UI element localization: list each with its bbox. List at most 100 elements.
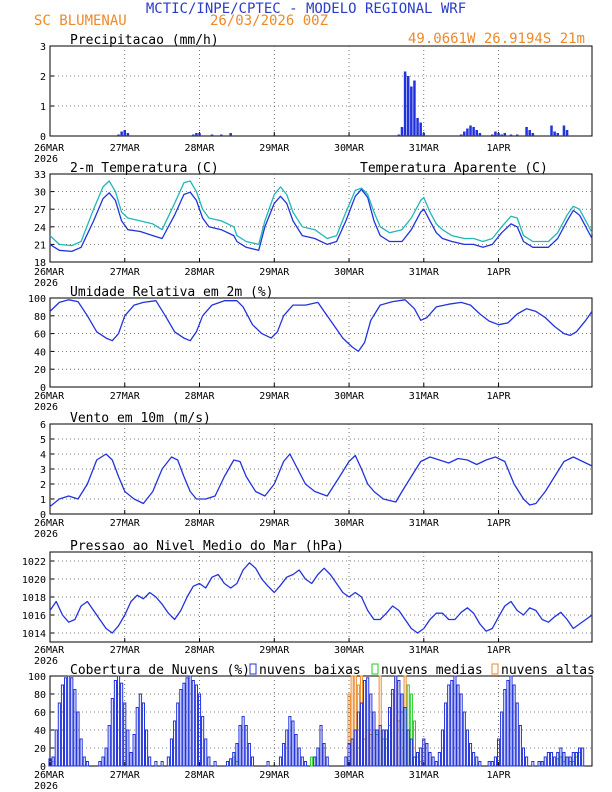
cloud-bar-low (347, 743, 351, 767)
precip-bar (120, 131, 123, 136)
x-tick-label: 29MAR (259, 143, 290, 154)
y-tick-label: 5 (40, 435, 46, 446)
cloud-bar-low (565, 756, 569, 767)
x-tick-label: 28MAR (184, 391, 215, 402)
cloud-bar-low (185, 677, 189, 767)
x-tick-label: 31MAR (409, 143, 440, 154)
x-tick-label: 30MAR (334, 391, 365, 402)
x-tick-label: 26MAR (34, 143, 65, 154)
cloud-bar-low (378, 725, 382, 767)
cloud-bar-low (116, 675, 121, 767)
cloud-bar-low (556, 752, 560, 767)
y-tick-label: 0 (40, 510, 46, 521)
cloud-bar-low (148, 756, 152, 767)
y-tick-label: 30 (34, 188, 46, 199)
cloud-bar-low (543, 756, 547, 767)
cloud-bar-low (506, 680, 510, 767)
cloud-bar-low (493, 756, 497, 767)
y-tick-label: 1022 (22, 557, 46, 568)
legend-swatch-low (249, 663, 257, 675)
precip-bar (192, 134, 195, 136)
cloud-bar-low (166, 756, 170, 767)
cloud-bar-low (322, 743, 326, 767)
cloud-bar-low (250, 756, 255, 767)
cloud-bar-low (409, 738, 413, 767)
y-tick-label: 1016 (22, 611, 46, 622)
x-tick-label: 30MAR (334, 518, 365, 529)
cloud-bar-low (537, 761, 541, 767)
cloud-bar-low (82, 756, 86, 767)
precip-bar (210, 134, 214, 136)
cloud-bar-low (160, 761, 164, 767)
cloud-bar-low (416, 752, 420, 767)
precip-bar (413, 80, 416, 136)
precip-bar (562, 125, 566, 136)
x-tick-label: 27MAR (110, 391, 141, 402)
x-tick-label: 27MAR (110, 267, 141, 278)
cloud-bar-low (434, 761, 438, 767)
legend-mid: nuvens medias (381, 663, 483, 678)
temp-legend: Temperatura Aparente (C) (360, 161, 548, 176)
x-tick-label: 26MAR (34, 770, 65, 781)
cloud-bar-low (459, 693, 463, 767)
precip-bar (422, 133, 426, 136)
cloud-bar-low (229, 758, 233, 767)
cloud-bar-low (145, 729, 149, 767)
precip-bar (478, 133, 482, 136)
cloud-bar-low (64, 677, 68, 767)
x-tick-label: 27MAR (110, 645, 141, 656)
precip-bar (565, 130, 569, 136)
cloud-bar-low (478, 761, 482, 767)
plot-frame (49, 45, 593, 137)
legend-low: nuvens baixas (259, 663, 361, 678)
x-tick-label: 27MAR (110, 518, 141, 529)
precip-bar (416, 118, 419, 136)
series-line (49, 453, 593, 508)
precip-bar (528, 130, 531, 136)
cloud-bar-low (553, 756, 557, 767)
cloud-bar-low (562, 752, 566, 767)
legend-high: nuvens altas (501, 663, 595, 678)
x-tick-label: 26MAR (34, 267, 65, 278)
cloud-bar-low (104, 747, 108, 767)
precip-bar (466, 128, 469, 136)
cloud-bar-low (400, 693, 404, 767)
cloud-bar-low (278, 756, 283, 767)
y-tick-label: 40 (34, 726, 46, 737)
precip-bar (195, 133, 198, 136)
cloud-bar-low (487, 761, 491, 767)
panel-title: Umidade Relativa em 2m (%) (70, 285, 274, 300)
y-tick-label: 1 (40, 102, 46, 113)
x-tick-label: 29MAR (259, 391, 290, 402)
cloud-bar-low (132, 734, 136, 767)
cloud-bar-low (468, 743, 473, 767)
cloud-bar-low (419, 747, 423, 767)
cloud-bar-low (135, 707, 139, 767)
cloud-bar-low (225, 761, 230, 767)
cloud-bar-low (173, 720, 177, 767)
plot-frame (49, 297, 593, 388)
x-tick-label: 1APR (487, 391, 512, 402)
cloud-bar-low (515, 702, 519, 767)
cloud-bar-low (571, 752, 575, 767)
x-tick-label: 31MAR (409, 518, 440, 529)
x-tick-label: 30MAR (334, 645, 365, 656)
cloud-bar-low (282, 743, 286, 767)
precip-bar (494, 131, 497, 136)
precip-bar (123, 130, 127, 136)
cloud-bar-low (110, 698, 114, 767)
x-tick-label: 28MAR (184, 143, 215, 154)
precip-bar (509, 134, 513, 136)
y-tick-label: 60 (34, 330, 46, 341)
cloud-bar-low (300, 756, 304, 767)
x-tick-label: 2026 (34, 529, 58, 540)
precip-bar (419, 122, 422, 136)
cloud-bar-low (241, 716, 245, 767)
series-line (49, 188, 593, 253)
cloud-bar-low (303, 761, 307, 767)
y-tick-label: 40 (34, 347, 46, 358)
cloud-bar-low (549, 752, 554, 767)
y-tick-label: 3 (40, 42, 46, 53)
y-tick-label: 1 (40, 495, 46, 506)
